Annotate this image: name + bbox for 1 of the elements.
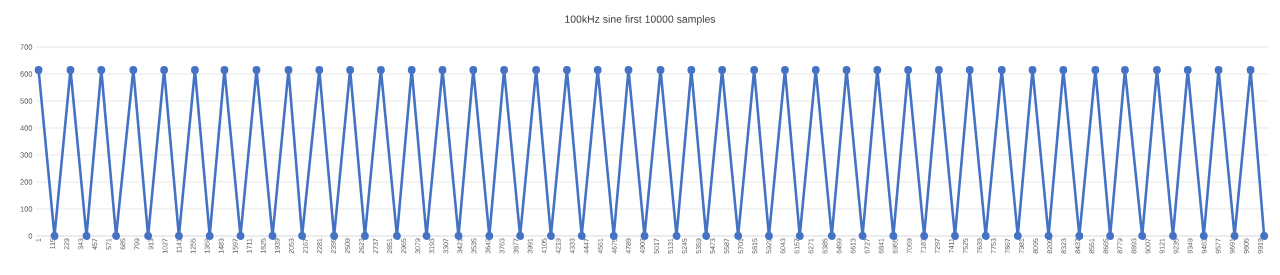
chart-title: 100kHz sine first 10000 samples <box>565 15 716 25</box>
